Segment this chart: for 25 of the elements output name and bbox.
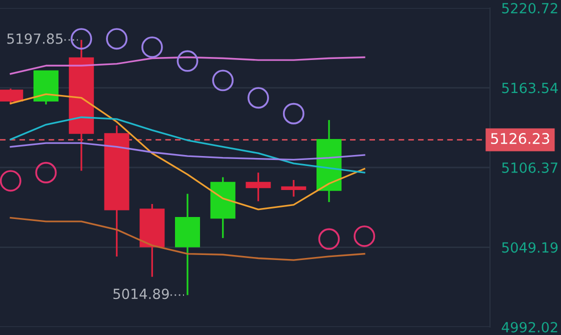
point	[248, 87, 269, 109]
point	[282, 102, 304, 124]
y-tick-label: 5106.37	[502, 162, 558, 173]
line-series	[10, 216, 366, 261]
point	[35, 162, 57, 184]
point	[354, 226, 376, 247]
y-tick-label: 5163.54	[502, 82, 558, 94]
y-tick-label: 5220.72	[502, 2, 558, 14]
point	[141, 36, 163, 58]
point	[106, 28, 128, 50]
annotation: 5197.85	[7, 33, 62, 44]
point	[70, 28, 92, 50]
point	[212, 70, 234, 92]
y-tick-label: 4992.02	[502, 322, 558, 332]
candlestick	[281, 179, 306, 198]
line-series	[10, 116, 366, 174]
point	[176, 50, 198, 72]
y-tick-label: 5049.19	[502, 242, 558, 253]
line-series	[10, 93, 366, 210]
candlestick	[246, 172, 271, 202]
point	[0, 170, 22, 192]
line-series	[10, 142, 366, 160]
ref-line-label: 5126.23	[491, 133, 550, 144]
point	[318, 228, 340, 250]
annotation: 5014.89	[113, 288, 169, 300]
